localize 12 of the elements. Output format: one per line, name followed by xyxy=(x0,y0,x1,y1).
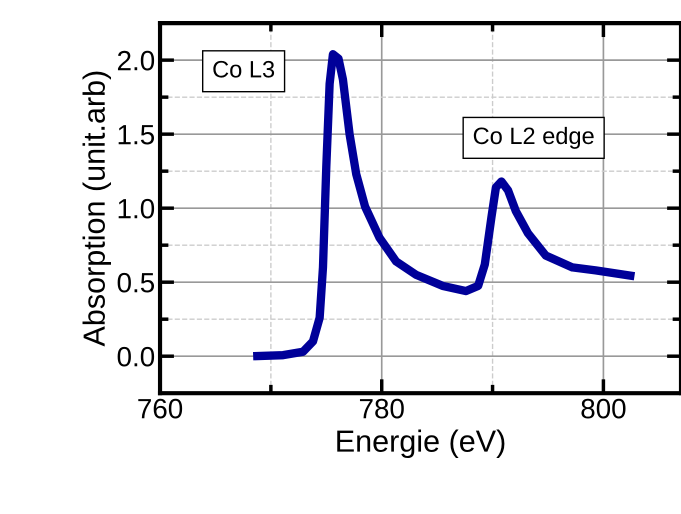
y-tick-label: 1.0 xyxy=(118,198,154,219)
x-tick-label: 800 xyxy=(581,398,626,418)
annotation: Co L2 edge xyxy=(474,126,594,149)
x-tick-label: 760 xyxy=(138,398,182,418)
y-tick-label: 0.5 xyxy=(118,272,154,293)
x-tick-label: 780 xyxy=(360,398,404,418)
y-tick-label: 1.5 xyxy=(118,125,154,144)
annotation: Co L3 xyxy=(213,60,274,78)
y-tick-label: 0.0 xyxy=(118,346,154,367)
x-axis-title: Energie (eV) xyxy=(337,430,504,458)
y-axis-title: Absorption (unit.arb) xyxy=(82,72,112,347)
y-tick-label: 2.0 xyxy=(118,50,154,70)
